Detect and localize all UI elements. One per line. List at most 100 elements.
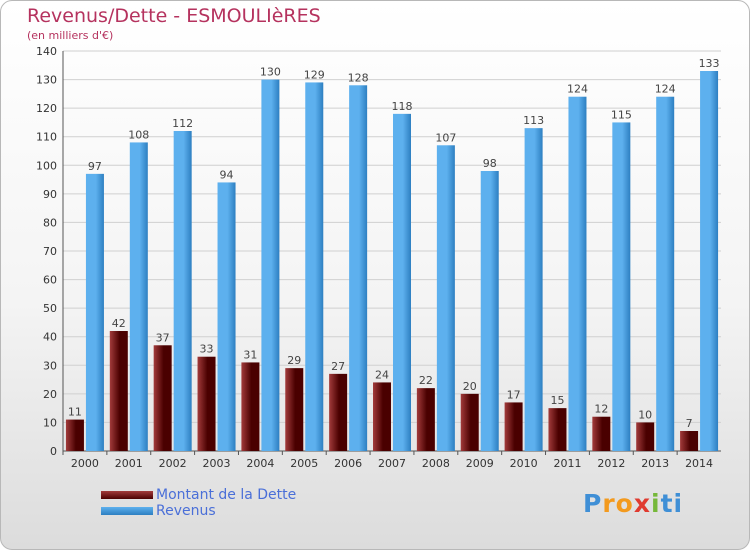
revenus-bar: [393, 113, 411, 451]
grid-lines: [62, 50, 721, 455]
value-label: 15: [550, 394, 564, 407]
legend-swatch-dette: [101, 491, 153, 499]
y-tick-label: 130: [36, 74, 57, 87]
value-label: 42: [112, 317, 126, 330]
value-label: 10: [638, 408, 652, 421]
value-label: 130: [260, 66, 281, 79]
value-label: 7: [686, 417, 693, 430]
value-label: 124: [567, 83, 588, 96]
value-label: 29: [287, 354, 301, 367]
dette-bar: [197, 356, 216, 451]
value-label: 112: [172, 117, 193, 130]
value-label: 12: [594, 403, 608, 416]
x-tick-label: 2007: [378, 457, 406, 470]
x-tick-label: 2002: [159, 457, 187, 470]
dette-bar: [153, 345, 172, 451]
dette-bar: [285, 368, 304, 451]
revenus-bar: [524, 128, 543, 451]
logo-letter: x: [633, 489, 651, 518]
dette-bar: [109, 331, 128, 451]
logo-letter: P: [583, 489, 603, 518]
value-label: 22: [419, 374, 433, 387]
legend-swatch-revenus: [101, 507, 153, 515]
value-label: 108: [128, 128, 149, 141]
dette-bar: [636, 422, 655, 451]
logo-letter: r: [602, 489, 616, 518]
value-label: 33: [200, 343, 214, 356]
value-label: 129: [304, 68, 325, 81]
logo-letter: i: [673, 489, 684, 518]
logo-letter: o: [615, 489, 634, 518]
dette-bar: [680, 431, 699, 451]
x-tick-label: 2005: [290, 457, 318, 470]
y-tick-label: 70: [43, 245, 57, 258]
value-label: 107: [435, 131, 456, 144]
dette-bar: [592, 416, 611, 451]
value-label: 94: [220, 168, 234, 181]
y-tick-label: 30: [43, 359, 57, 372]
y-tick-label: 80: [43, 216, 57, 229]
x-tick-label: 2004: [246, 457, 274, 470]
revenus-bar: [349, 85, 368, 452]
revenus-bar: [480, 171, 499, 451]
y-tick-label: 110: [36, 131, 57, 144]
y-tick-label: 50: [43, 302, 57, 315]
dette-bar: [65, 419, 84, 451]
value-label: 118: [392, 100, 413, 113]
bars: [65, 71, 719, 452]
logo-letter: i: [651, 489, 661, 518]
revenus-bar: [261, 79, 280, 452]
dette-bar: [504, 402, 523, 451]
x-tick-label: 2003: [203, 457, 231, 470]
x-tick-label: 2001: [115, 457, 143, 470]
dette-bar: [460, 393, 479, 451]
value-label: 115: [611, 108, 632, 121]
revenus-bar: [129, 142, 148, 451]
x-tick-label: 2014: [685, 457, 713, 470]
legend-label-dette: Montant de la Dette: [156, 487, 297, 503]
x-tick-label: 2010: [510, 457, 538, 470]
value-label: 133: [699, 57, 720, 70]
value-label: 27: [331, 360, 345, 373]
chart-title: Revenus/Dette - ESMOULIèRES: [27, 5, 321, 27]
y-tick-label: 140: [36, 45, 57, 58]
dette-bar: [416, 388, 435, 451]
x-tick-label: 2000: [71, 457, 99, 470]
x-tick-label: 2013: [641, 457, 669, 470]
chart-subtitle: (en milliers d'€): [27, 29, 114, 42]
value-label: 24: [375, 368, 389, 381]
x-tick-label: 2008: [422, 457, 450, 470]
value-label: 124: [655, 83, 676, 96]
value-label: 31: [243, 348, 257, 361]
proxiti-logo: Proxiti: [583, 489, 683, 518]
x-tick-label: 2006: [334, 457, 362, 470]
x-tick-label: 2011: [553, 457, 581, 470]
value-label: 128: [348, 71, 369, 84]
revenus-bar: [217, 182, 236, 451]
y-tick-label: 120: [36, 102, 57, 115]
value-label: 98: [483, 157, 497, 170]
value-label: 37: [156, 331, 170, 344]
revenus-bar: [568, 96, 587, 451]
revenus-bar: [700, 71, 719, 451]
value-label: 113: [523, 114, 544, 127]
logo-letter: t: [660, 489, 674, 518]
dette-bar: [548, 408, 567, 451]
x-tick-label: 2012: [597, 457, 625, 470]
revenus-bar: [305, 82, 324, 451]
labels: 0 10 20 30 40 50 60 70 80 90 100 110 120 130 140 2000 11…: [36, 45, 720, 470]
y-tick-label: 20: [43, 388, 57, 401]
dette-bar: [373, 382, 391, 451]
y-tick-label: 40: [43, 331, 57, 344]
dette-bar: [329, 373, 348, 451]
y-tick-label: 60: [43, 274, 57, 287]
legend-label-revenus: Revenus: [156, 503, 216, 519]
x-tick-label: 2009: [466, 457, 494, 470]
value-label: 17: [507, 388, 521, 401]
y-tick-label: 10: [43, 416, 57, 429]
revenus-bar: [436, 145, 455, 452]
y-tick-label: 0: [50, 445, 57, 458]
revenus-bar: [85, 173, 104, 451]
value-label: 97: [88, 160, 102, 173]
